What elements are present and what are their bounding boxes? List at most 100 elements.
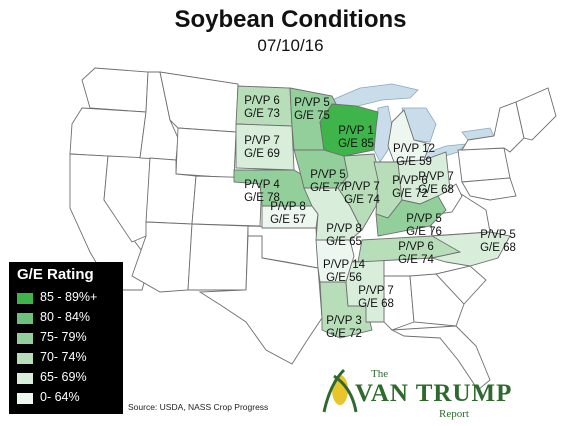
state-label-wi: P/VP 1G/E 85 xyxy=(338,125,374,150)
state-pvp-ne: P/VP 4 xyxy=(244,179,280,191)
state-ge-tn: G/E 74 xyxy=(398,254,434,266)
state-ge-ky: G/E 76 xyxy=(406,226,442,238)
state-wy xyxy=(175,127,237,179)
state-label-in: P/VP 6G/E 72 xyxy=(392,175,428,200)
brand-the: The xyxy=(371,368,389,380)
state-pvp-mo: P/VP 8 xyxy=(326,223,362,235)
state-label-ar: P/VP 14G/E 56 xyxy=(323,259,366,284)
state-label-nc: P/VP 5G/E 68 xyxy=(480,229,516,254)
state-pa xyxy=(457,147,511,183)
state-nc xyxy=(430,231,511,267)
brand-report: Report xyxy=(439,408,469,420)
state-ge-ne: G/E 78 xyxy=(244,192,280,204)
legend-label: 75- 79% xyxy=(40,330,87,344)
map-title: Soybean Conditions xyxy=(174,6,407,33)
state-pvp-mi: P/VP 12 xyxy=(393,143,435,155)
state-wi xyxy=(319,103,379,157)
state-label-mi: P/VP 12G/E 59 xyxy=(393,143,435,168)
reporting-states xyxy=(233,85,511,339)
state-ge-la: G/E 72 xyxy=(326,328,362,340)
state-label-ks: P/VP 8G/E 57 xyxy=(270,201,306,226)
state-ge-oh: G/E 68 xyxy=(418,184,454,196)
state-label-mo: P/VP 8G/E 65 xyxy=(326,223,362,248)
state-or xyxy=(69,107,147,159)
state-md-de-nj xyxy=(461,177,517,201)
state-wa xyxy=(81,67,149,113)
state-ge-mo: G/E 65 xyxy=(326,236,362,248)
legend-item: 85 - 89%+ xyxy=(17,290,121,306)
legend-swatch xyxy=(17,293,33,304)
state-pvp-sd: P/VP 7 xyxy=(244,135,280,147)
state-ge-ia: G/E 77 xyxy=(310,182,346,194)
state-pvp-nd: P/VP 6 xyxy=(244,95,280,107)
state-ks xyxy=(261,205,319,229)
legend-swatch xyxy=(17,353,33,364)
state-label-ky: P/VP 5G/E 76 xyxy=(406,213,442,238)
state-ge-in: G/E 72 xyxy=(392,188,428,200)
state-pvp-ks: P/VP 8 xyxy=(270,201,306,213)
state-pvp-nc: P/VP 5 xyxy=(480,229,516,241)
legend-item: 0- 64% xyxy=(17,390,121,406)
map-date: 07/10/16 xyxy=(257,36,324,55)
state-pvp-il: P/VP 7 xyxy=(344,181,380,193)
state-pvp-ia: P/VP 5 xyxy=(310,169,346,181)
state-pvp-in: P/VP 6 xyxy=(392,175,428,187)
state-ny xyxy=(461,101,525,153)
state-label-oh: P/VP 7G/E 68 xyxy=(418,171,454,196)
corn-logo-icon xyxy=(322,368,358,413)
state-pvp-la: P/VP 3 xyxy=(326,315,362,327)
state-pvp-mn: P/VP 5 xyxy=(294,97,330,109)
lake-superior xyxy=(331,83,419,109)
state-pvp-ms: P/VP 7 xyxy=(358,285,394,297)
legend-swatch xyxy=(17,313,33,324)
legend-item: 65- 69% xyxy=(17,370,121,386)
state-label-il: P/VP 7G/E 74 xyxy=(344,181,380,206)
state-ge-sd: G/E 69 xyxy=(244,148,280,160)
legend-swatch xyxy=(17,373,33,384)
state-label-tn: P/VP 6G/E 74 xyxy=(398,241,434,266)
state-pvp-tn: P/VP 6 xyxy=(398,241,434,253)
state-fl xyxy=(390,325,491,391)
state-sc xyxy=(435,265,487,305)
state-pvp-oh: P/VP 7 xyxy=(418,171,454,183)
state-ge-nd: G/E 73 xyxy=(244,108,280,120)
legend-label: 85 - 89%+ xyxy=(40,290,98,304)
state-label-la: P/VP 3G/E 72 xyxy=(326,315,362,340)
state-label-nd: P/VP 6G/E 73 xyxy=(244,95,280,120)
state-ge-mi: G/E 59 xyxy=(396,156,432,168)
legend: G/E Rating 85 - 89%+ 80 - 84% 75- 79% 70- 7… xyxy=(9,262,123,414)
state-tx xyxy=(198,235,323,365)
legend-swatch xyxy=(17,393,33,404)
state-il xyxy=(337,153,381,231)
state-ge-nc: G/E 68 xyxy=(480,242,516,254)
state-label-ne: P/VP 4G/E 78 xyxy=(244,179,280,204)
brand-name: VAN TRUMP xyxy=(355,380,513,407)
state-ge-il: G/E 74 xyxy=(344,194,380,206)
state-mi xyxy=(387,109,431,163)
state-pvp-ky: P/VP 5 xyxy=(406,213,442,225)
state-ga xyxy=(409,273,465,327)
state-ge-ms: G/E 68 xyxy=(358,298,394,310)
legend-swatch xyxy=(17,333,33,344)
legend-item: 80 - 84% xyxy=(17,310,121,326)
state-label-ms: P/VP 7G/E 68 xyxy=(358,285,394,310)
state-ge-ar: G/E 56 xyxy=(326,272,362,284)
state-label-mn: P/VP 5G/E 75 xyxy=(294,97,330,122)
state-ge-wi: G/E 85 xyxy=(338,138,374,150)
state-pvp-ar: P/VP 14 xyxy=(323,259,366,271)
legend-label: 80 - 84% xyxy=(40,310,91,324)
state-ge-mn: G/E 75 xyxy=(294,110,330,122)
state-ne-states xyxy=(515,87,557,141)
legend-label: 0- 64% xyxy=(40,390,80,404)
legend-label: 70- 74% xyxy=(40,350,87,364)
state-label-ia: P/VP 5G/E 77 xyxy=(310,169,346,194)
legend-item: 75- 79% xyxy=(17,330,121,346)
state-ky xyxy=(375,195,447,237)
source-note: Source: USDA, NASS Crop Progress xyxy=(128,402,269,412)
uncolored-states xyxy=(69,67,557,391)
legend-item: 70- 74% xyxy=(17,350,121,366)
state-ge-ks: G/E 57 xyxy=(270,214,306,226)
legend-title: G/E Rating xyxy=(17,266,94,283)
